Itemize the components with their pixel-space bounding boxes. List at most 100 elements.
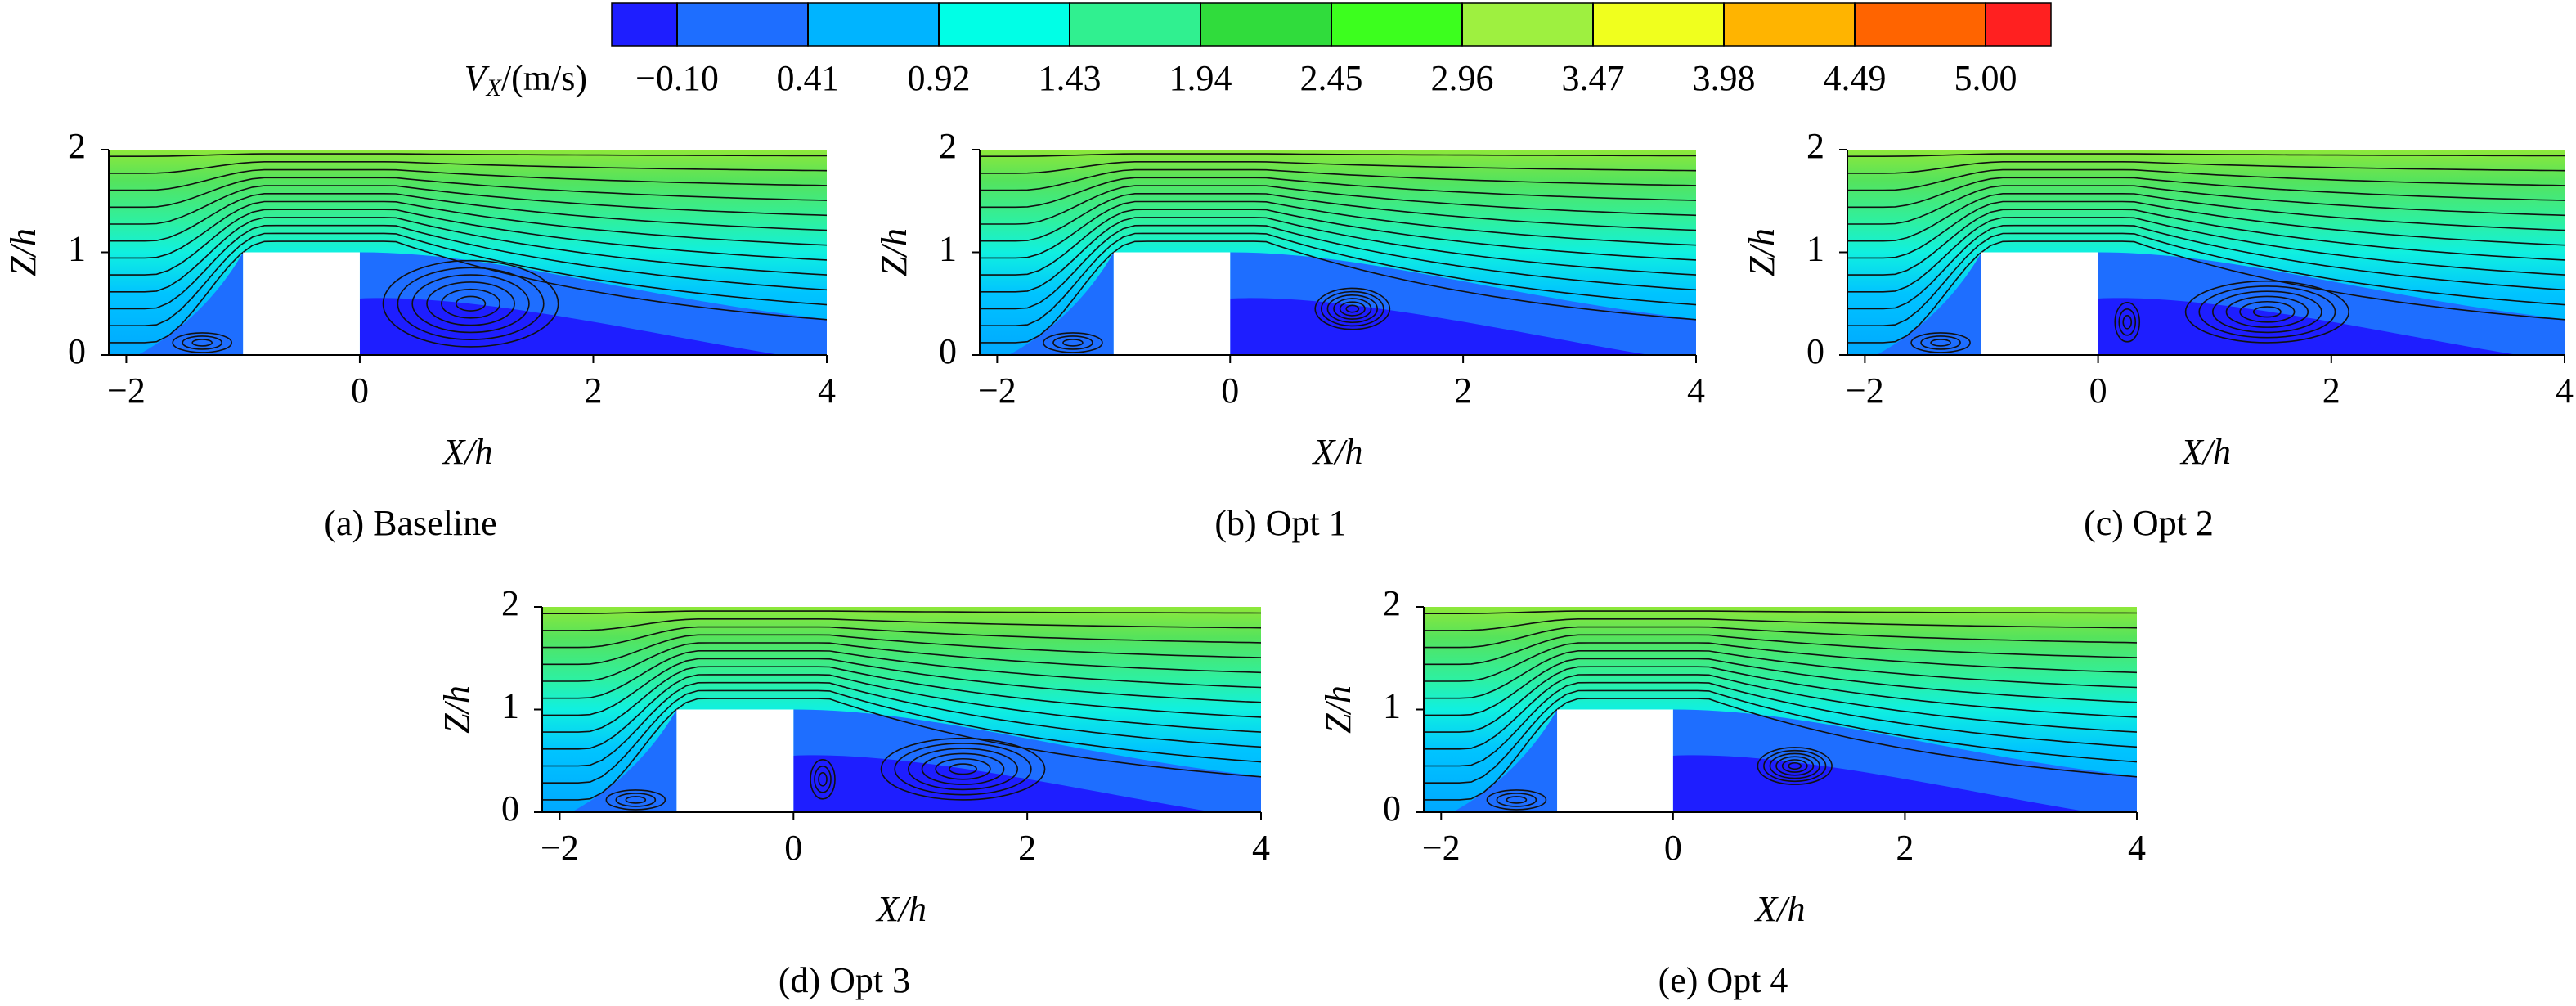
vortex-line [814,766,832,793]
upstream-region [1452,709,1558,812]
streamline [980,153,1696,157]
x-axis-label: X/h [875,889,927,929]
wake-core [2098,298,2518,355]
vortex-line [1788,761,1802,770]
x-tick-label: 2 [1454,371,1472,411]
x-tick-label: 0 [1221,371,1239,411]
y-axis-label: Z/h [1742,228,1782,276]
vortex-line [605,789,666,811]
streamline [1424,658,2137,716]
contour-field [1847,150,2565,355]
streamline [980,177,1696,209]
colorbar-level-label: 3.98 [1693,58,1756,98]
x-tick-label: 0 [2089,371,2107,411]
upstream-region [1876,252,1981,355]
vortex-line [2252,306,2282,318]
colorbar-level-label: 5.00 [1954,58,2017,98]
x-tick-label: −2 [541,828,579,868]
vortex-line [1345,304,1360,313]
streamline [542,681,1261,767]
streamline [542,698,1261,801]
y-tick-label: 1 [1383,686,1401,726]
streamline [542,674,1261,750]
vortex-line [172,332,233,353]
colorbar-unit: /(m/s) [501,58,587,98]
y-tick-label: 1 [939,229,957,269]
streamline [542,634,1261,666]
streamline [980,240,1696,344]
streamline [980,232,1696,326]
obstacle [1981,252,2098,355]
colorbar-swatch [1592,2,1725,47]
streamline [1424,626,2137,649]
panel-caption: (a) Baseline [324,503,496,543]
streamline [109,153,827,157]
streamline [1424,698,2137,801]
obstacle [243,252,360,355]
colorbar-swatch [1723,2,1856,47]
x-axis-label: X/h [2179,432,2231,472]
streamline [109,185,827,225]
streamline [980,185,1696,225]
vortex-line [1326,294,1378,324]
vortex-line [2122,315,2133,330]
x-tick-label: −2 [1422,828,1461,868]
y-tick-label: 0 [68,331,86,371]
streamline [1847,161,2565,174]
streamline [980,209,1696,276]
streamline [109,168,827,191]
vortex-line [1486,789,1547,811]
vortex-line [894,743,1032,796]
x-tick-label: 4 [1252,828,1270,868]
streamline [542,650,1261,699]
streamline [980,161,1696,174]
streamline [542,626,1261,649]
streamline [542,689,1261,784]
vortex-line [810,759,836,800]
streamline [1847,224,2565,310]
vortex-line [1775,756,1815,776]
vortex-line [2225,295,2309,328]
x-tick-label: −2 [107,371,146,411]
streamline [1424,642,2137,682]
y-tick-label: 1 [1806,229,1824,269]
vortex-line [1052,335,1093,350]
vortex-line [2212,290,2322,334]
colorbar-swatch [611,2,678,47]
vortex-line [2184,280,2349,344]
vortex-line [191,339,213,347]
x-axis-label: X/h [1753,889,1805,929]
contour-field [980,150,1696,355]
obstacle [676,709,794,812]
vortex-line [880,737,1046,801]
vortex-line [1930,339,1951,347]
x-tick-label: 4 [2556,371,2574,411]
vortex-line [441,288,501,319]
y-tick-label: 2 [1806,126,1824,166]
colorbar-level-label: 0.92 [908,58,971,98]
colorbar-symbol: V [464,58,491,98]
y-tick-label: 2 [1383,583,1401,623]
wake-core [359,298,780,355]
streamline [1424,610,2137,614]
contour-field [109,150,827,355]
streamline [1424,674,2137,750]
colorbar-label: VX/(m/s) [464,58,587,101]
streamline [109,161,827,174]
vortex-line [1314,287,1391,330]
colorbar-level-label: 3.47 [1562,58,1625,98]
panel-caption: (c) Opt 2 [2084,503,2214,543]
vortex-line [411,274,530,334]
streamline [1847,217,2565,293]
colorbar-swatch [938,2,1070,47]
streamline [1847,200,2565,259]
streamline [1847,153,2565,157]
streamline [109,200,827,259]
streamline [1424,634,2137,666]
colorbar-subscript: X [486,74,503,101]
colorbar-swatch [1200,2,1332,47]
colorbar-swatch [676,2,809,47]
colorbar-level-label: 0.41 [777,58,840,98]
x-tick-label: −2 [978,371,1016,411]
